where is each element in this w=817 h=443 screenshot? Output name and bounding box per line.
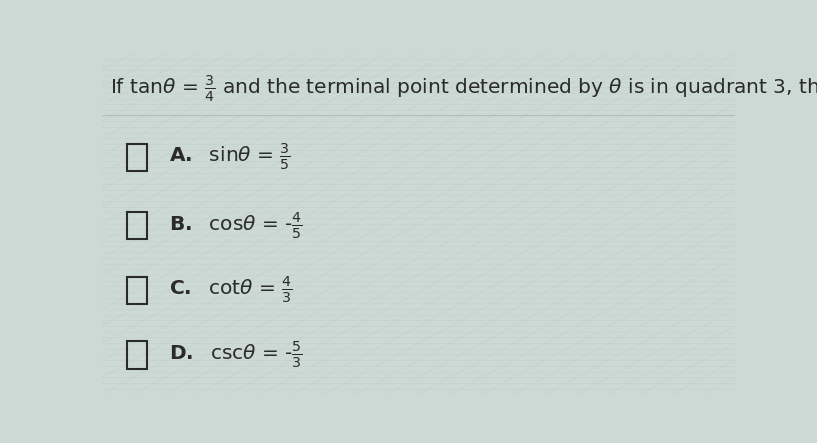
Text: $\mathbf{C.}$  cot$\theta$ = $\frac{4}{3}$: $\mathbf{C.}$ cot$\theta$ = $\frac{4}{3}… [168, 275, 292, 305]
Bar [127, 276, 147, 304]
Bar [127, 212, 147, 239]
Bar [127, 342, 147, 369]
Bar [127, 144, 147, 171]
Text: $\mathbf{B.}$  cos$\theta$ = -$\frac{4}{5}$: $\mathbf{B.}$ cos$\theta$ = -$\frac{4}{5… [168, 210, 302, 241]
Text: If tan$\theta$ = $\frac{3}{4}$ and the terminal point determined by $\theta$ is : If tan$\theta$ = $\frac{3}{4}$ and the t… [109, 74, 817, 104]
Text: $\mathbf{D.}$  csc$\theta$ = -$\frac{5}{3}$: $\mathbf{D.}$ csc$\theta$ = -$\frac{5}{3… [168, 340, 302, 370]
Text: $\mathbf{A.}$  sin$\theta$ = $\frac{3}{5}$: $\mathbf{A.}$ sin$\theta$ = $\frac{3}{5}… [168, 142, 290, 172]
